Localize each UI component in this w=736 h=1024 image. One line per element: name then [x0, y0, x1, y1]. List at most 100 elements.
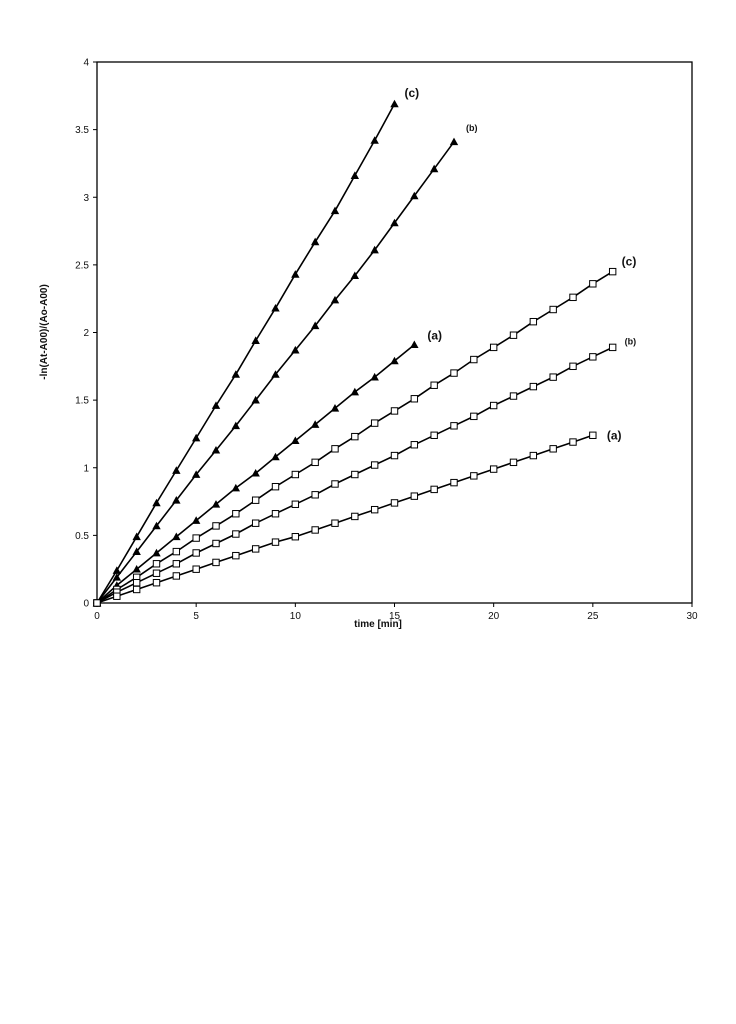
y-axis-label: -ln(At-A00)/(Ao-A00)	[39, 284, 50, 380]
square-marker	[470, 472, 478, 480]
triangle-marker	[429, 164, 439, 173]
series-label: (c)	[405, 86, 420, 100]
square-marker	[569, 362, 577, 371]
triangle-marker	[449, 137, 459, 146]
square-marker	[589, 280, 597, 288]
square-marker	[549, 305, 557, 314]
x-tick-label: 25	[587, 611, 599, 622]
square-marker	[331, 445, 339, 453]
triangle-marker	[251, 468, 260, 477]
triangle-marker	[172, 466, 181, 474]
square-marker	[430, 431, 438, 439]
triangle-marker	[370, 136, 379, 144]
series-label: (c)	[622, 255, 637, 269]
square-marker	[212, 522, 220, 530]
triangle-marker	[410, 340, 419, 349]
square-marker	[291, 533, 300, 541]
square-marker	[212, 539, 220, 548]
x-tick-label: 20	[488, 611, 500, 622]
y-tick-label: 1	[83, 463, 89, 474]
y-tick-label: 0	[83, 599, 89, 610]
square-marker	[608, 267, 617, 276]
triangle-marker	[330, 404, 340, 412]
x-tick-label: 0	[94, 611, 100, 622]
triangle-marker	[191, 516, 201, 524]
square-marker	[251, 496, 260, 504]
square-marker	[489, 465, 498, 473]
triangle-marker	[350, 271, 360, 280]
y-tick-label: 3.5	[75, 125, 89, 136]
y-tick-label: 0.5	[75, 531, 89, 542]
triangle-marker	[132, 532, 141, 541]
square-marker	[509, 458, 518, 467]
square-marker	[450, 478, 458, 487]
square-marker	[450, 369, 458, 377]
triangle-marker	[330, 295, 340, 304]
triangle-marker	[152, 498, 161, 507]
square-marker	[529, 451, 538, 460]
triangle-marker	[390, 99, 399, 108]
square-marker	[291, 500, 300, 508]
triangle-marker	[310, 321, 320, 330]
square-marker	[489, 401, 498, 410]
square-marker	[271, 510, 280, 518]
y-tick-label: 2	[83, 328, 89, 339]
y-tick-label: 4	[83, 58, 89, 69]
x-axis-label: time [min]	[354, 619, 402, 630]
square-marker	[529, 317, 538, 326]
square-marker	[152, 579, 161, 587]
square-marker	[311, 458, 319, 467]
square-marker	[410, 441, 419, 449]
series-layer	[92, 99, 617, 607]
square-marker	[351, 512, 359, 521]
square-marker	[271, 482, 280, 491]
triangle-marker	[390, 356, 399, 365]
square-marker	[549, 373, 557, 381]
square-marker	[489, 343, 498, 352]
square-marker	[390, 499, 399, 507]
square-marker	[311, 491, 319, 499]
square-marker	[152, 560, 161, 568]
square-marker	[370, 419, 379, 427]
square-marker	[232, 530, 240, 538]
square-marker	[569, 438, 577, 446]
series-5	[93, 343, 617, 607]
series-3	[92, 340, 419, 607]
triangle-marker	[231, 421, 241, 430]
square-marker	[152, 569, 161, 577]
x-tick-label: 5	[193, 611, 199, 622]
series-label: (b)	[625, 336, 637, 346]
square-marker	[251, 519, 260, 527]
triangle-marker	[112, 566, 122, 574]
square-marker	[331, 480, 339, 488]
triangle-marker	[390, 218, 399, 227]
square-marker	[470, 412, 478, 421]
triangle-marker	[211, 500, 221, 508]
series-label: (a)	[427, 329, 442, 343]
square-marker	[549, 445, 557, 453]
series-line	[96, 434, 594, 604]
square-marker	[251, 545, 260, 553]
triangle-marker	[310, 237, 320, 246]
square-marker	[370, 505, 379, 514]
square-marker	[172, 572, 181, 580]
series-labels: (c) (b) (a) (c) (b) (a)	[405, 86, 637, 442]
square-marker	[589, 353, 597, 361]
square-marker	[410, 492, 419, 500]
triangle-marker	[370, 245, 379, 254]
triangle-marker	[251, 336, 260, 344]
triangle-marker	[172, 532, 181, 541]
triangle-marker	[291, 345, 300, 354]
square-marker	[450, 422, 458, 430]
square-marker	[291, 470, 300, 479]
triangle-marker	[271, 370, 280, 378]
triangle-marker	[291, 270, 300, 278]
triangle-marker	[132, 564, 141, 573]
square-marker	[410, 395, 419, 403]
series-1	[92, 99, 399, 607]
y-axis-ticks: 0 0.5 1 1.5 2 2.5 3 3.5 4	[75, 58, 97, 610]
square-marker	[113, 592, 121, 600]
x-tick-label: 10	[290, 611, 302, 622]
series-6	[93, 431, 597, 607]
square-marker	[192, 565, 200, 573]
